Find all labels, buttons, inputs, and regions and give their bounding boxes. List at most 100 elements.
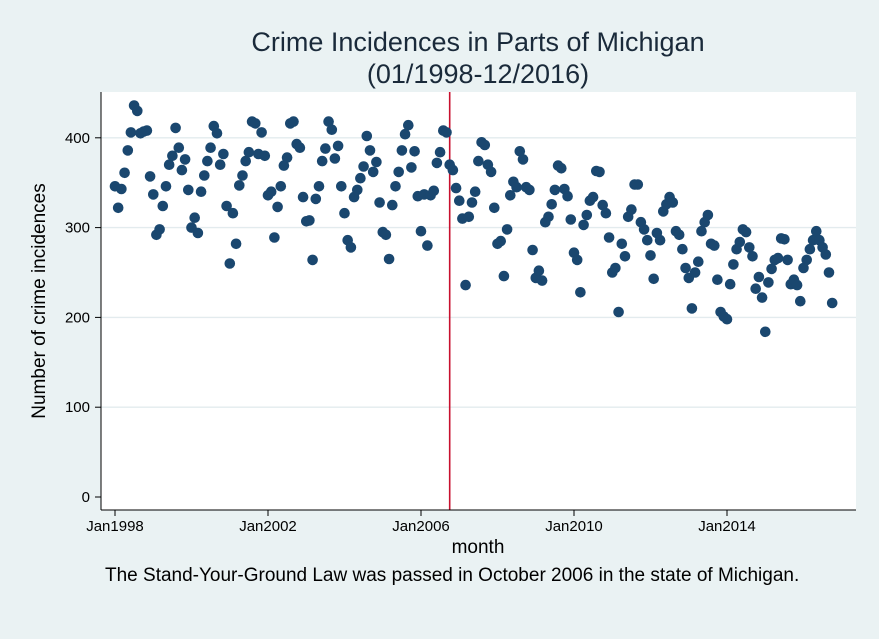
data-point [600,207,612,219]
data-point [724,278,736,290]
data-point [199,170,210,181]
data-point [112,202,124,214]
data-point [734,236,746,248]
data-point [747,250,758,262]
data-point [517,154,529,165]
data-point [485,166,497,178]
data-point [307,254,318,266]
data-point [721,313,733,325]
data-point [144,171,156,182]
data-point [795,295,806,307]
data-point [696,225,707,237]
data-point [406,162,417,173]
data-point [259,150,271,162]
data-point [250,118,261,129]
x-tick-label: Jan1998 [86,518,144,535]
x-tick-label: Jan2006 [392,518,450,535]
data-point [597,199,608,211]
x-tick-label: Jan2002 [239,518,297,535]
data-point [364,145,376,156]
data-point [798,262,809,274]
data-point [581,209,593,221]
data-point [826,297,838,309]
data-point [218,148,229,160]
y-ticks: 0 100 200 300 400 [65,130,101,506]
data-point [549,184,561,196]
data-point [610,262,621,274]
x-ticks: Jan1998 Jan2002 Jan2006 Jan2010 Jan2014 [86,510,756,535]
data-point [466,197,478,208]
data-point [454,195,465,206]
data-point [473,155,484,167]
data-point [689,267,701,278]
data-point [183,184,194,196]
data-point [224,258,236,269]
data-point [275,181,287,192]
data-point [170,122,181,134]
data-point [791,279,803,291]
data-point [823,267,835,278]
data-point [469,186,481,197]
data-point [667,197,679,208]
data-point [587,191,599,203]
data-point [205,142,216,153]
data-points [109,100,838,338]
data-point [339,207,350,219]
data-point [543,211,554,223]
data-point [141,125,153,136]
data-point [237,170,248,181]
data-point [498,270,510,282]
data-point [157,200,169,212]
data-point [387,199,398,211]
data-point [693,256,704,268]
data-point [316,155,328,167]
data-point [352,184,363,196]
data-point [638,224,650,235]
data-point [173,142,185,153]
data-point [753,271,765,283]
data-point [192,227,204,239]
data-point [744,242,755,253]
data-point [160,181,172,192]
data-point [272,201,283,213]
x-tick-label: Jan2014 [698,518,756,535]
data-point [511,181,522,193]
data-point [240,155,251,167]
data-point [820,249,832,260]
data-point [422,240,433,251]
data-point [712,274,723,286]
y-tick-label: 0 [82,489,90,506]
data-point [680,262,691,274]
data-point [329,153,341,164]
data-point [536,275,548,286]
data-point [594,166,605,178]
data-point [766,263,777,275]
data-point [380,229,392,241]
data-point [132,105,143,117]
data-point [243,146,255,158]
data-point [278,160,290,171]
data-point [524,184,535,196]
data-point [740,226,752,238]
data-point [654,234,666,246]
data-point [489,202,500,214]
data-point [677,243,688,255]
data-point [326,124,338,135]
data-point [804,243,816,255]
data-point [709,240,720,251]
data-point [441,127,452,138]
data-point [269,232,280,243]
data-point [256,127,267,138]
data-point [616,238,628,250]
data-point [176,164,188,176]
data-point [779,234,790,245]
y-tick-label: 300 [65,220,90,237]
data-point [811,225,822,237]
data-point [332,140,344,152]
data-point [415,225,427,237]
data-point [431,157,443,169]
data-point [428,185,440,197]
data-point [125,127,137,138]
data-point [116,183,127,195]
